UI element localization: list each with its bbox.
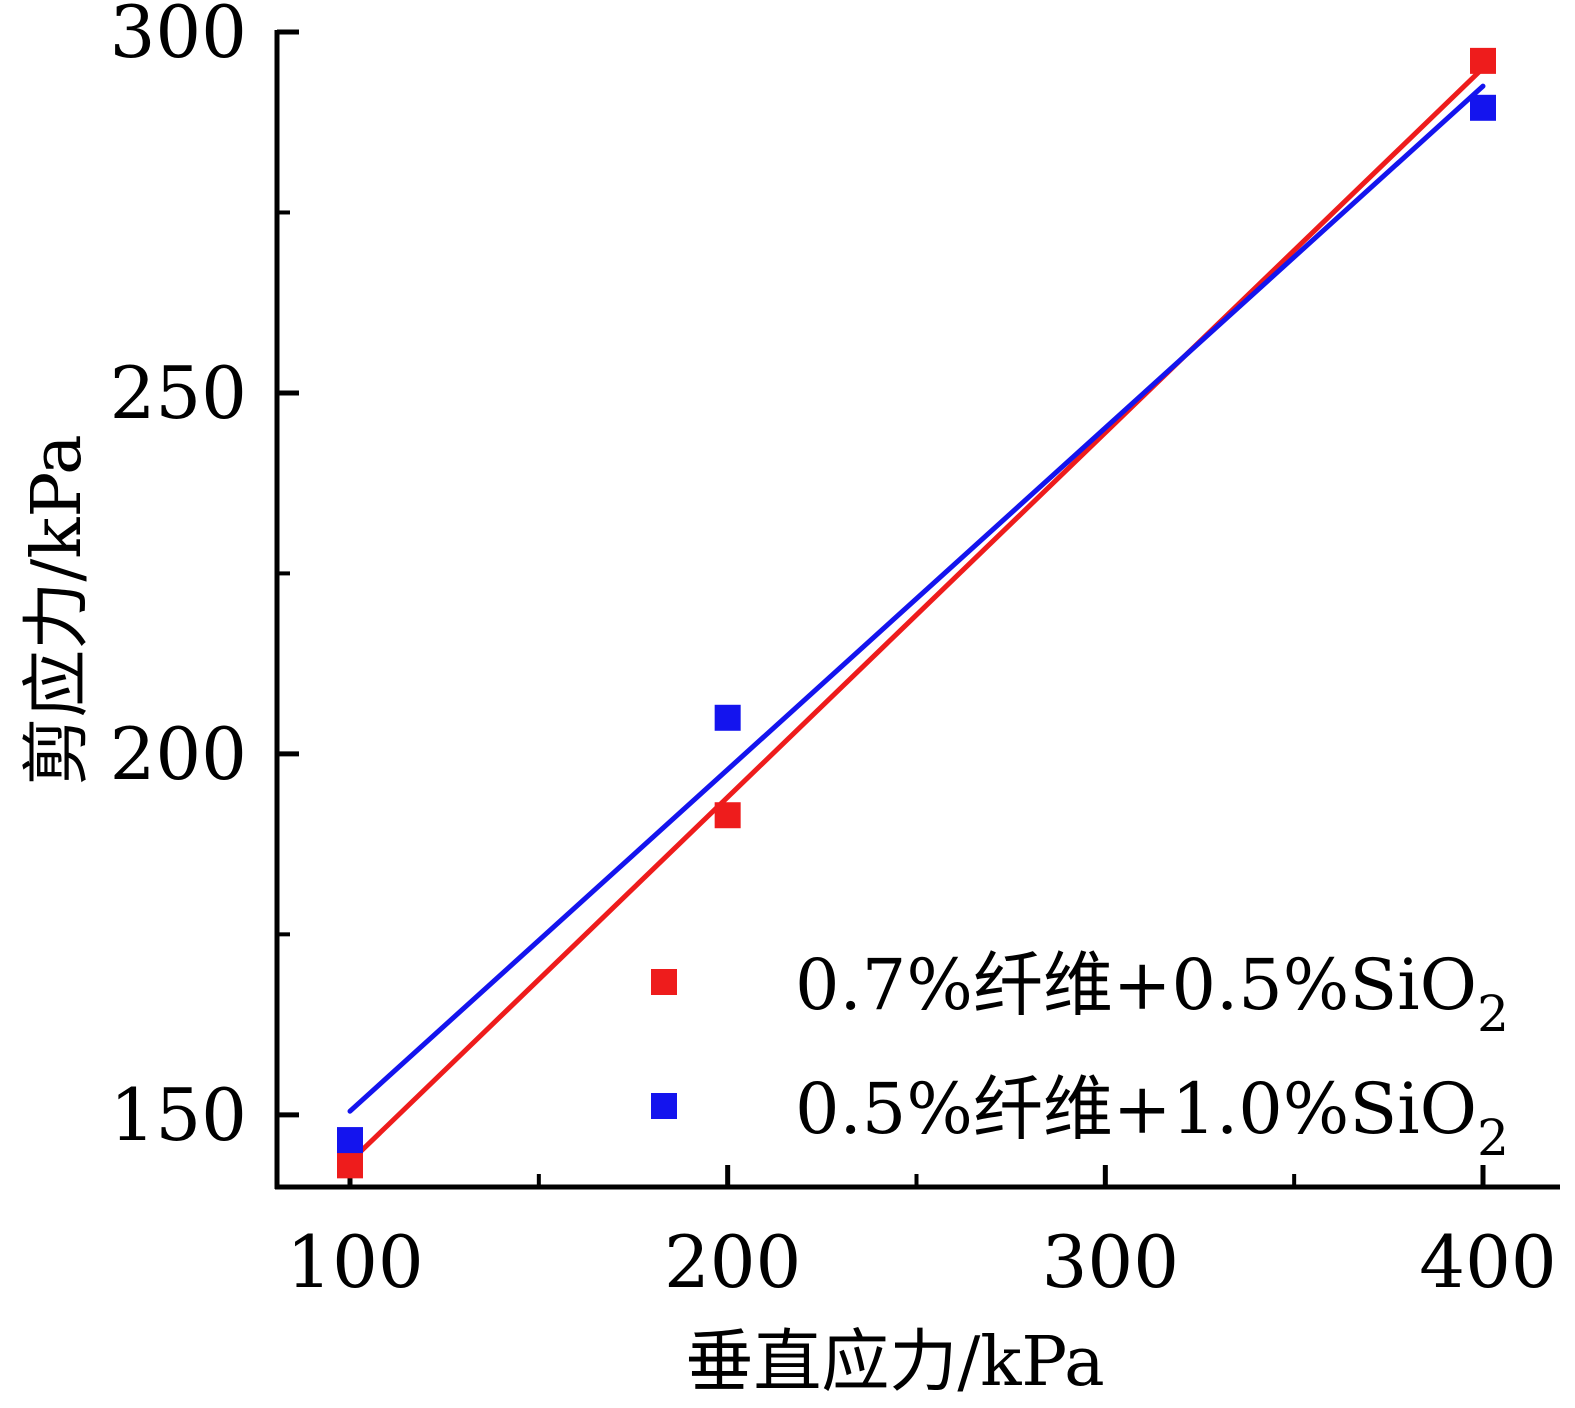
fit-line — [347, 83, 1486, 1114]
data-point — [1470, 94, 1496, 121]
legend: 0.7%纤维+0.5%SiO2 0.5%纤维+1.0%SiO2 — [651, 944, 1509, 1167]
data-points — [337, 47, 1496, 1179]
y-tick-label: 250 — [110, 351, 247, 435]
x-axis-title: 垂直应力/kPa — [685, 1323, 1104, 1402]
x-tick-label: 400 — [1419, 1220, 1556, 1304]
legend-marker — [651, 969, 677, 995]
legend-label: 0.5%纤维+1.0%SiO2 — [795, 1068, 1509, 1167]
fit-line — [347, 65, 1486, 1165]
legend-marker — [651, 1093, 677, 1119]
x-tick-label: 300 — [1042, 1220, 1179, 1304]
data-point — [714, 704, 741, 731]
data-point — [337, 1127, 363, 1154]
y-tick-label: 150 — [110, 1073, 247, 1157]
y-axis-title: 剪应力/kPa — [18, 434, 97, 785]
x-tick-label: 100 — [286, 1220, 423, 1304]
data-point — [1470, 47, 1496, 74]
data-point — [337, 1152, 363, 1179]
axes: 150 200 250 300 100 200 300 400 — [110, 0, 1560, 1304]
legend-label: 0.7%纤维+0.5%SiO2 — [795, 944, 1509, 1043]
y-tick-label: 300 — [110, 0, 247, 74]
y-tick-label: 200 — [110, 712, 247, 796]
x-tick-label: 200 — [664, 1220, 801, 1304]
fit-lines — [347, 65, 1486, 1165]
data-point — [714, 802, 741, 829]
